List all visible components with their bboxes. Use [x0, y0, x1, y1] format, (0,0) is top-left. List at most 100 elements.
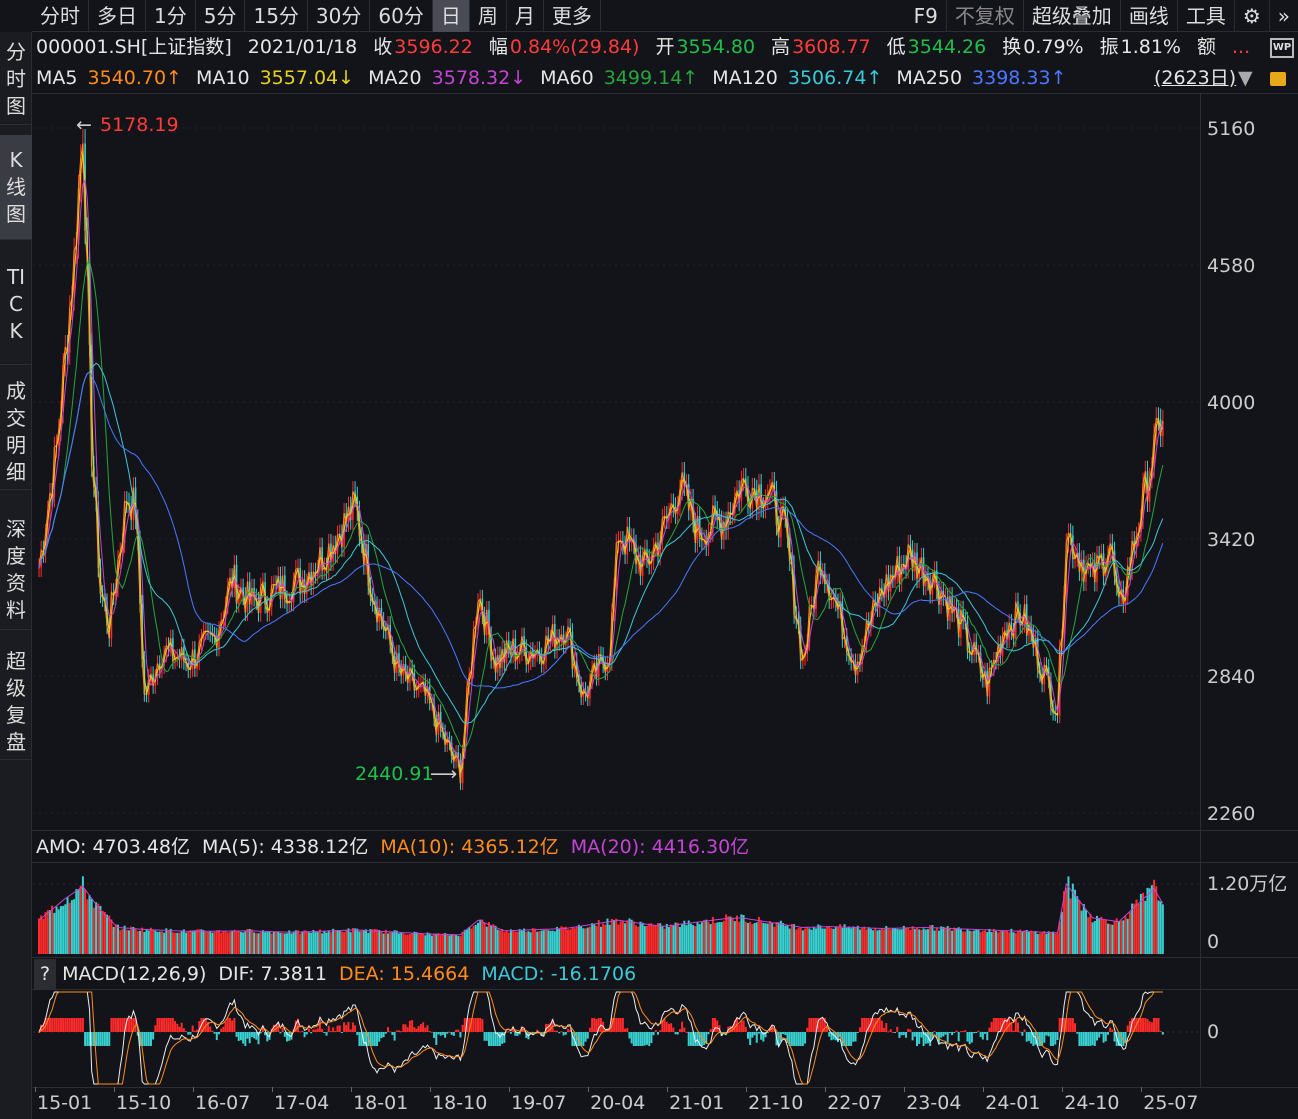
macd-bar — [773, 1028, 776, 1032]
sidebar-tab[interactable]: 深度资料 — [0, 510, 32, 630]
x-tick-label: 20-04 — [590, 1092, 646, 1114]
volume-bar — [441, 933, 444, 954]
macd-bar — [477, 1018, 479, 1032]
volume-bar — [191, 930, 194, 954]
volume-bar — [852, 926, 855, 954]
volume-bar — [953, 927, 956, 954]
wp-monitor-icon[interactable]: WP — [1270, 38, 1294, 58]
volume-bar — [595, 926, 598, 954]
volume-bar — [215, 930, 218, 954]
macd-bar — [1003, 1018, 1006, 1032]
toolbar-button[interactable]: 超级叠加 — [1024, 0, 1121, 32]
volume-bar — [801, 930, 804, 954]
volume-bar — [461, 931, 464, 954]
sidebar-tab[interactable]: 分时图 — [0, 35, 32, 125]
macd-bar — [503, 1032, 506, 1043]
volume-bar — [777, 922, 780, 954]
volume-bar — [725, 914, 728, 954]
toolbar-button[interactable]: 画线 — [1121, 0, 1178, 32]
volume-bar — [529, 932, 532, 954]
toolbar-button[interactable]: 不复权 — [947, 0, 1024, 32]
unlock-icon[interactable] — [1270, 72, 1286, 86]
period-tab[interactable]: 更多 — [544, 0, 601, 32]
period-tab[interactable]: 60分 — [370, 0, 433, 32]
volume-bar — [984, 930, 987, 954]
volume-bar — [450, 934, 453, 954]
volume-bar — [81, 876, 84, 954]
macd-bar — [1010, 1023, 1013, 1032]
macd-bar — [894, 1032, 897, 1033]
macd-title: MACD(12,26,9) — [62, 963, 207, 985]
sidebar-tab[interactable]: K线图 — [0, 135, 32, 240]
macd-bar — [613, 1018, 616, 1032]
period-tab[interactable]: 日 — [432, 0, 470, 32]
sidebar-tab[interactable]: 成交明细 — [0, 375, 32, 490]
sidebar-tab[interactable]: TICK — [0, 245, 32, 365]
volume-bar — [103, 912, 106, 954]
double-chevron-right-icon[interactable]: » — [1277, 4, 1290, 28]
volume-bar — [1100, 916, 1103, 954]
volume-bar — [417, 933, 420, 954]
macd-bar — [305, 1032, 308, 1035]
macd-help-button[interactable]: ? — [34, 959, 57, 989]
macd-bar — [310, 1032, 313, 1034]
period-tab[interactable]: 分时 — [32, 0, 89, 32]
macd-bar — [937, 1032, 940, 1043]
toolbar-button[interactable]: F9 — [906, 0, 947, 32]
gear-icon[interactable]: ⚙ — [1235, 0, 1270, 32]
macd-bar — [779, 1032, 782, 1042]
period-tab[interactable]: 1分 — [146, 0, 196, 32]
toolbar-button[interactable]: 工具 — [1178, 0, 1235, 32]
volume-bar — [424, 935, 427, 954]
volume-bar — [1117, 921, 1120, 954]
period-tab[interactable]: 15分 — [245, 0, 308, 32]
period-tab[interactable]: 周 — [470, 0, 507, 32]
volume-bar — [468, 926, 471, 954]
volume-bar — [768, 920, 771, 954]
volume-bar — [738, 921, 741, 954]
macd-bar — [1122, 1032, 1125, 1046]
volume-bar — [288, 930, 291, 954]
volume-bar — [1010, 928, 1013, 954]
sidebar-tab[interactable]: 超级复盘 — [0, 645, 32, 760]
volume-bar — [861, 928, 864, 954]
macd-bar — [143, 1032, 146, 1046]
macd-bar — [564, 1032, 567, 1035]
volume-bar — [520, 930, 523, 954]
macd-bar — [731, 1026, 734, 1032]
volume-bar — [790, 923, 793, 954]
period-tab[interactable]: 5分 — [196, 0, 246, 32]
y-tick-label: 5160 — [1207, 118, 1255, 140]
period-tab[interactable]: 30分 — [308, 0, 371, 32]
volume-bar — [310, 932, 313, 954]
volume-bar — [248, 928, 251, 954]
dropdown-triangle-icon[interactable]: ▼ — [1238, 67, 1253, 89]
sidebar-tab-label: 分时图 — [6, 40, 26, 118]
volume-bar — [138, 930, 141, 954]
days-count[interactable]: (2623日) — [1154, 67, 1237, 89]
volume-bar — [1056, 933, 1059, 954]
volume-bar — [656, 923, 659, 954]
period-tab[interactable]: 月 — [507, 0, 544, 32]
macd-bar — [757, 1032, 760, 1034]
macd-bar — [777, 1032, 780, 1046]
macd-bar — [593, 1018, 596, 1032]
volume-bar — [694, 926, 697, 954]
macd-bar — [408, 1020, 411, 1032]
volume-bar — [292, 931, 295, 954]
x-tick-label: 16-07 — [195, 1092, 251, 1114]
macd-bar — [165, 1018, 168, 1032]
macd-bar — [1153, 1018, 1156, 1032]
volume-bar — [549, 930, 552, 954]
volume-bar — [808, 928, 811, 954]
ma-label: MA5 — [36, 67, 78, 89]
macd-bar — [185, 1030, 188, 1032]
volume-bar — [114, 924, 117, 954]
volume-bar — [907, 928, 910, 954]
volume-bar — [1016, 930, 1019, 954]
volume-bar — [470, 928, 473, 954]
volume-bar — [492, 924, 495, 954]
period-tab[interactable]: 多日 — [89, 0, 146, 32]
macd-bar — [545, 1023, 548, 1032]
